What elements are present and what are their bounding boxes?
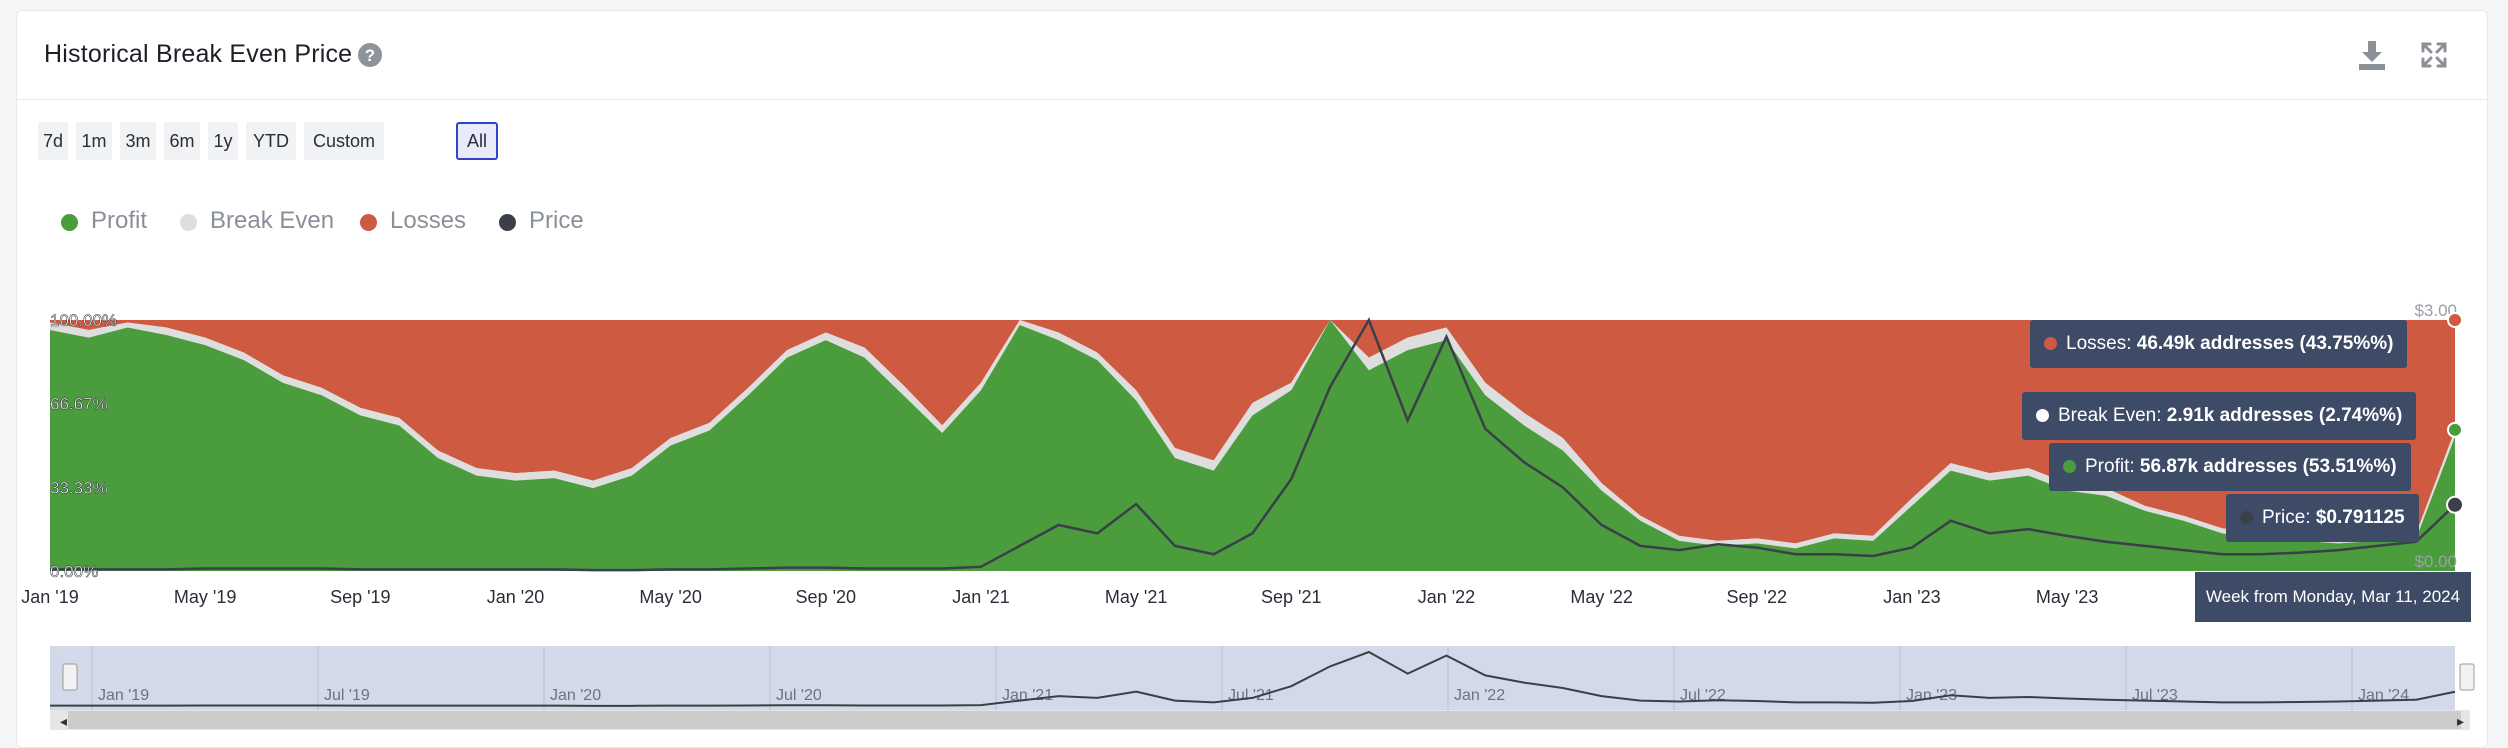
range-7d-button[interactable]: 7d (38, 122, 68, 160)
svg-text:?: ? (365, 46, 375, 65)
legend-dot-price (499, 214, 516, 231)
scroll-right-arrow: ▸ (2457, 713, 2464, 729)
card-header: Historical Break Even Price ? (17, 11, 2487, 100)
tooltip-losses-value: 46.49k addresses (43.75%%) (2136, 333, 2394, 354)
range-1m-button[interactable]: 1m (76, 122, 112, 160)
tooltip-profit-value: 56.87k addresses (53.51%%) (2139, 456, 2397, 477)
chart-title: Historical Break Even Price (44, 40, 353, 68)
tooltip-break-even-value: 2.91k addresses (2.74%%) (2166, 405, 2403, 426)
legend-dot-losses (360, 214, 377, 231)
y-left-tick-label: 33.33% (50, 478, 108, 497)
x-tick-label: Jan '22 (1418, 587, 1475, 607)
tooltip-price-label: Price: (2262, 507, 2316, 528)
marker-losses (2447, 312, 2463, 328)
range-6m-button[interactable]: 6m (164, 122, 200, 160)
tooltip-profit: Profit: 56.87k addresses (53.51%%) (2049, 443, 2411, 491)
x-tick-label: May '19 (174, 587, 236, 607)
question-circle-icon[interactable]: ? (357, 42, 383, 68)
navigator-label: Jul '20 (776, 687, 822, 704)
legend-label-break-even: Break Even (210, 207, 335, 234)
tooltip-break-even-label: Break Even: (2058, 405, 2167, 426)
tooltip-dot-profit (2063, 460, 2076, 473)
legend-label-price: Price (529, 207, 584, 234)
fullscreen-expand-icon[interactable] (2420, 41, 2448, 69)
tooltip-break-even: Break Even: 2.91k addresses (2.74%%) (2022, 392, 2417, 440)
tooltip-dot-price (2240, 511, 2253, 524)
legend-dot-break-even (180, 214, 197, 231)
scroll-left-arrow: ◂ (60, 713, 67, 729)
legend-label-profit: Profit (91, 207, 148, 234)
tooltip-profit-label: Profit: (2085, 456, 2140, 477)
navigator-handle-left[interactable] (62, 663, 78, 691)
x-tick-label: Jan '21 (952, 587, 1009, 607)
navigator-label: Jan '20 (550, 687, 601, 704)
x-tick-label: May '22 (1570, 587, 1632, 607)
range-all-button[interactable]: All (456, 122, 498, 160)
x-tick-label: Sep '19 (330, 587, 391, 607)
legend-dot-profit (61, 214, 78, 231)
x-tick-label: Sep '21 (1261, 587, 1322, 607)
navigator-label: Jan '22 (1454, 687, 1505, 704)
navigator-label: Jul '19 (324, 687, 370, 704)
navigator-price-line (50, 650, 2456, 707)
y-right-tick-label: $3.00 (2414, 301, 2457, 320)
y-left-tick-label: 100.00% (50, 311, 117, 330)
range-1y-button[interactable]: 1y (208, 122, 238, 160)
x-tick-label: Sep '20 (796, 587, 857, 607)
x-tick-label: Sep '22 (1727, 587, 1788, 607)
navigator-label: Jan '21 (1002, 687, 1053, 704)
navigator-label: Jul '21 (1228, 687, 1274, 704)
tooltip-x-date: Week from Monday, Mar 11, 2024 (2195, 572, 2471, 622)
marker-price (2446, 495, 2464, 514)
profit-area (50, 320, 2455, 571)
scrollbar-thumb[interactable] (68, 711, 2461, 729)
y-left-tick-label: 66.67% (50, 395, 108, 414)
legend-label-losses: Losses (390, 207, 467, 234)
range-ytd-button[interactable]: YTD (246, 122, 296, 160)
navigator-handle-right[interactable] (2459, 663, 2475, 691)
navigator-label: Jan '19 (98, 687, 149, 704)
range-custom-button[interactable]: Custom (304, 122, 384, 160)
x-tick-label: Jan '23 (1883, 587, 1940, 607)
marker-break-even (2447, 421, 2463, 438)
x-tick-label: May '20 (639, 587, 701, 607)
price-line (50, 317, 2456, 572)
x-tick-label: Jan '20 (487, 587, 544, 607)
range-3m-button[interactable]: 3m (120, 122, 156, 160)
y-right-tick-label: $0.00 (2414, 552, 2457, 571)
x-tick-label: May '21 (1105, 587, 1167, 607)
tooltip-dot-break-even (2036, 409, 2049, 422)
navigator-mask (50, 646, 2455, 710)
losses-area (50, 320, 2455, 544)
tooltip-dot-losses (2044, 337, 2057, 350)
download-icon[interactable] (2357, 39, 2387, 71)
y-left-tick-label: 0.00% (50, 562, 98, 581)
x-tick-label: May '23 (2036, 587, 2098, 607)
tooltip-price: Price: $0.791125 (2226, 494, 2419, 542)
tooltip-losses-label: Losses: (2066, 333, 2137, 354)
x-tick-label: Jan '19 (21, 587, 78, 607)
tooltip-price-value: $0.791125 (2315, 507, 2405, 528)
tooltip-losses: Losses: 46.49k addresses (43.75%%) (2030, 320, 2408, 368)
